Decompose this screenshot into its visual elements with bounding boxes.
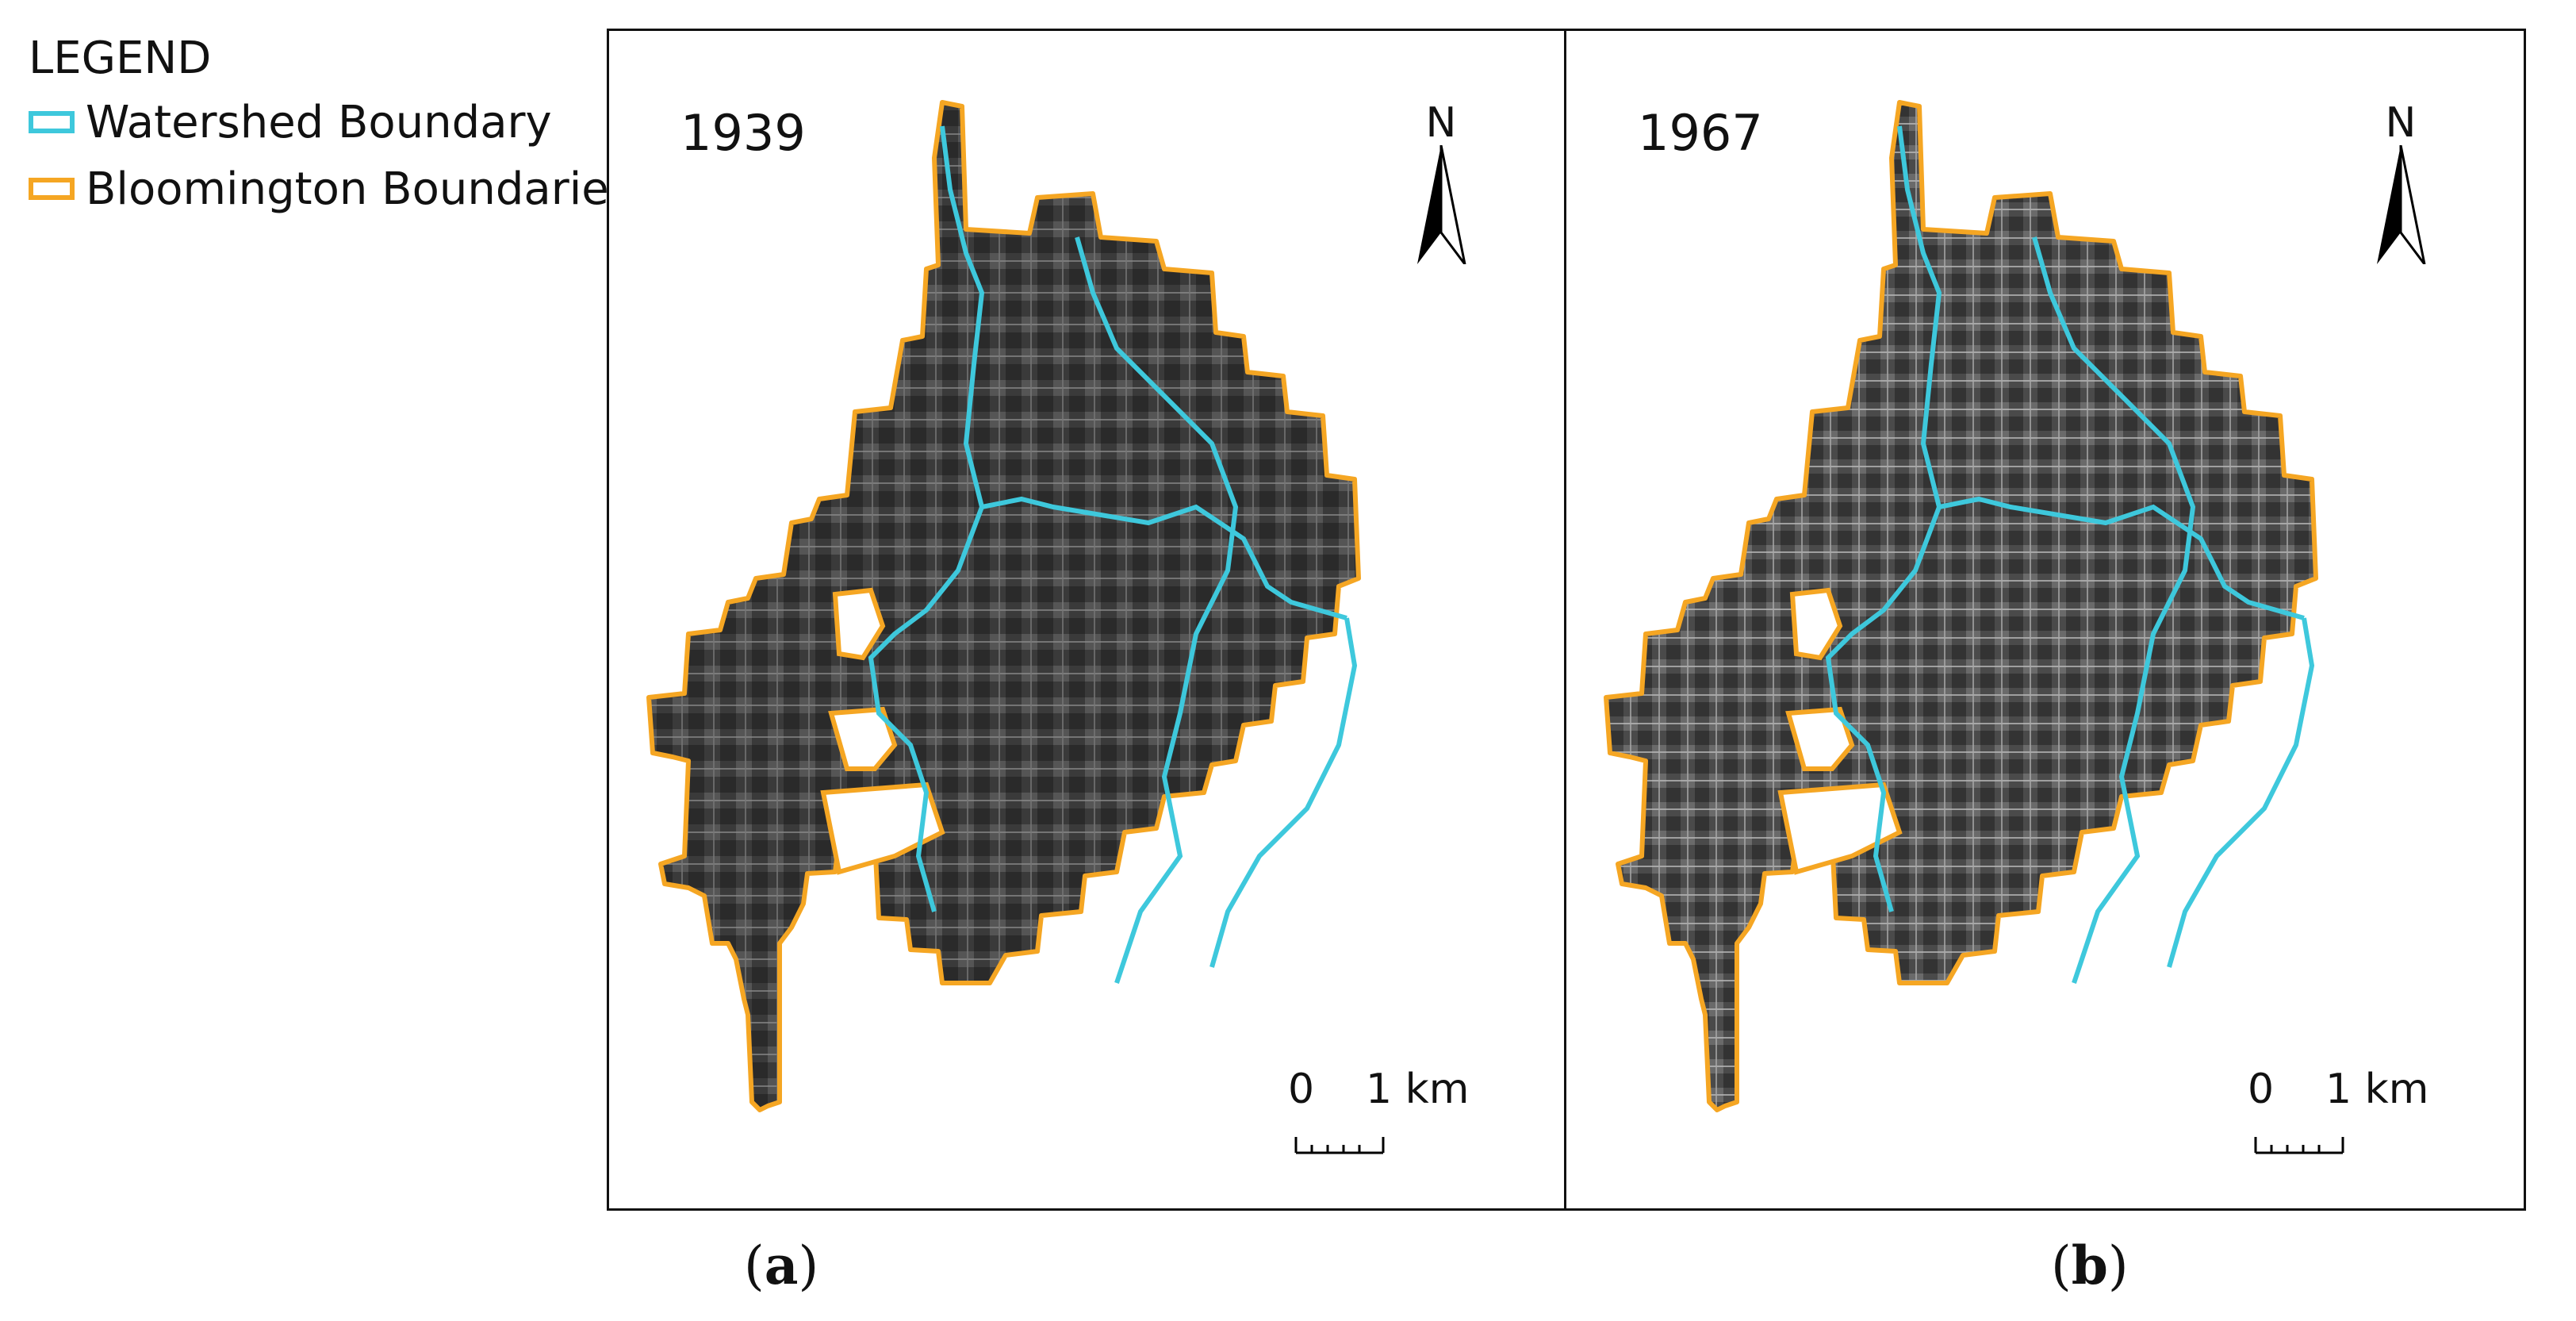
scale-bar-icon: [2254, 1137, 2344, 1154]
excluded-area-1967: [1777, 587, 1903, 875]
watershed-line-1967-b: [1938, 496, 2305, 620]
panel-label-b-close: ): [2107, 1235, 2129, 1296]
boundary-swatch-icon: [29, 178, 75, 200]
north-arrow: N: [1397, 101, 1485, 267]
legend-item-bloomington: Bloomington Boundaries: [29, 156, 632, 222]
north-arrow-icon: [1417, 144, 1466, 265]
panel-label-a-open: (: [744, 1235, 765, 1296]
north-letter: N: [1425, 99, 1457, 147]
map-year-1967: 1967: [1638, 104, 1763, 162]
panel-label-b-open: (: [2051, 1235, 2072, 1296]
scale-start: 0: [2248, 1066, 2275, 1113]
north-letter: N: [2385, 99, 2417, 147]
legend-title: LEGEND: [29, 33, 212, 84]
scale-end: 1 km: [2325, 1066, 2429, 1113]
map-panel-1939: 1939 N 0 1 km: [607, 29, 1566, 1211]
panel-label-b: (b): [2051, 1235, 2129, 1296]
north-arrow-icon: [2377, 144, 2426, 265]
map-panel-1967: 1967 N 0 1 km: [1566, 29, 2526, 1211]
watershed-line-1939-b: [981, 496, 1347, 620]
scale-end: 1 km: [1366, 1066, 1470, 1113]
bloomington-boundary-1939: [646, 100, 1361, 1112]
watershed-line-1967-c: [2032, 236, 2196, 984]
legend-label-bloomington: Bloomington Boundaries: [86, 163, 632, 215]
watershed-line-1939-c: [1075, 236, 1239, 984]
legend-item-watershed: Watershed Boundary: [29, 89, 632, 156]
map-year-1939: 1939: [680, 104, 806, 162]
legend: LEGEND Watershed Boundary Bloomington Bo…: [29, 32, 632, 222]
watershed-line-1967-a: [1825, 125, 1942, 912]
map-image-1939: [646, 100, 1361, 1112]
bloomington-boundary-1967: [1604, 100, 2318, 1112]
panel-label-a-close: ): [798, 1235, 819, 1296]
scale-start: 0: [1288, 1066, 1315, 1113]
panel-label-a: (a): [744, 1235, 818, 1296]
scale-bar: 0 1 km: [1288, 1066, 1494, 1161]
scale-bar-icon: [1294, 1137, 1385, 1154]
panel-label-b-letter: b: [2071, 1235, 2108, 1296]
panel-label-a-letter: a: [764, 1235, 799, 1296]
watershed-line-1939-d: [1209, 617, 1358, 968]
map-image-1967: [1604, 100, 2318, 1112]
watershed-swatch-icon: [29, 111, 75, 133]
watershed-line-1939-a: [868, 125, 985, 912]
scale-bar: 0 1 km: [2248, 1066, 2454, 1161]
north-arrow: N: [2357, 101, 2444, 267]
watershed-line-1967-d: [2167, 617, 2315, 968]
legend-label-watershed: Watershed Boundary: [86, 96, 552, 148]
